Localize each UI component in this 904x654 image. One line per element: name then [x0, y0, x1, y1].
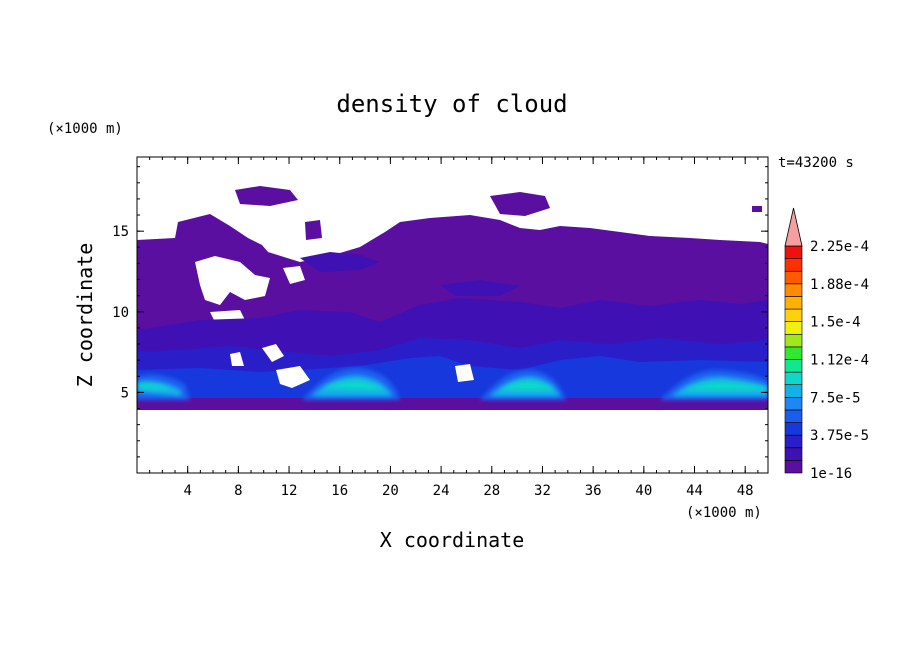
colorbar-level: [784, 434, 803, 449]
colorbar-level: [784, 384, 803, 398]
density-field: [137, 186, 768, 415]
y-tick-label: 10: [112, 305, 129, 321]
y-axis-label: Z coordinate: [73, 243, 97, 388]
colorbar-label: 1.88e-4: [810, 277, 869, 293]
x-tick-label: 8: [234, 483, 242, 499]
x-axis-label: X coordinate: [380, 528, 525, 552]
colorbar-label: 1.5e-4: [810, 315, 861, 331]
colorbar-label: 2.25e-4: [810, 239, 869, 255]
colorbar-level: [784, 409, 803, 423]
chart-title: density of cloud: [336, 90, 567, 118]
x-tick-label: 32: [534, 483, 551, 499]
colorbar-level: [784, 371, 803, 386]
y-tick-label: 5: [121, 385, 129, 401]
x-tick-label: 20: [382, 483, 399, 499]
y-axis: 5 10 15: [112, 166, 768, 458]
colorbar-level: [784, 346, 803, 360]
x-tick-label: 4: [183, 483, 191, 499]
colorbar-level: [784, 270, 803, 285]
x-tick-label: 16: [331, 483, 348, 499]
colorbar-level: [784, 283, 803, 297]
colorbar-label: 1e-16: [810, 466, 852, 482]
colorbar-level: [784, 296, 803, 310]
dense-cores: [137, 367, 768, 400]
colorbar-label: 1.12e-4: [810, 353, 869, 369]
colorbar: 1e-16 3.75e-5 7.5e-5 1.12e-4 1.5e-4 1.88e-4 2.…: [784, 207, 869, 482]
colorbar-level: [784, 397, 803, 411]
time-label: t=43200 s: [778, 155, 854, 171]
colorbar-label: 3.75e-5: [810, 428, 869, 444]
colorbar-level: [784, 447, 803, 461]
x-tick-label: 36: [585, 483, 602, 499]
colorbar-label: 7.5e-5: [810, 390, 861, 406]
colorbar-level: [784, 359, 803, 373]
colorbar-level: [784, 258, 803, 272]
x-tick-label: 48: [737, 483, 754, 499]
x-axis: 4 8 12 16 20 24 28 32 36 40 44 48: [149, 157, 759, 499]
colorbar-over-arrow: [784, 207, 803, 247]
x-tick-label: 24: [433, 483, 450, 499]
x-tick-label: 12: [281, 483, 298, 499]
x-unit-label: (×1000 m): [686, 505, 762, 521]
colorbar-level: [784, 245, 803, 259]
x-tick-label: 28: [483, 483, 500, 499]
colorbar-level: [784, 460, 803, 474]
x-tick-label: 40: [635, 483, 652, 499]
colorbar-level: [784, 308, 803, 322]
colorbar-level: [784, 333, 803, 348]
x-tick-label: 44: [686, 483, 703, 499]
plot-frame: [136, 156, 769, 474]
colorbar-level: [784, 422, 803, 436]
y-tick-label: 15: [112, 224, 129, 240]
y-unit-label: (×1000 m): [47, 121, 123, 137]
colorbar-level: [784, 321, 803, 335]
